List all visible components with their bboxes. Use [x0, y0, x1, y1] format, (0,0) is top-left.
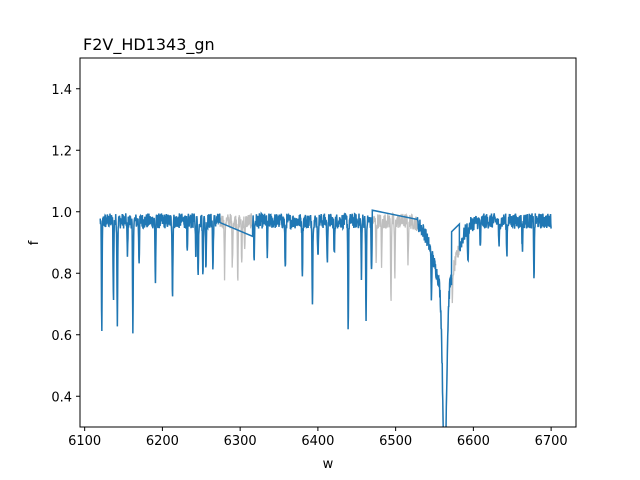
y-tick-label: 0.6	[51, 329, 72, 344]
x-tick-label: 6300	[224, 434, 257, 449]
x-tick-label: 6600	[457, 434, 490, 449]
x-tick-label: 6500	[379, 434, 412, 449]
plot-area	[79, 57, 577, 428]
x-tick-label: 6400	[301, 434, 334, 449]
y-tick-label: 0.8	[51, 267, 72, 282]
blue-spectrum-line	[99, 209, 552, 427]
chart-title: F2V_HD1343_gn	[83, 35, 215, 55]
x-axis-label: w	[323, 457, 334, 472]
x-axis-ticks: 6100 6200 6300 6400 6500 6600 6700	[68, 427, 568, 449]
x-tick-label: 6100	[68, 434, 101, 449]
y-tick-label: 1.2	[51, 144, 72, 159]
y-tick-label: 1.4	[51, 83, 72, 98]
x-tick-label: 6700	[535, 434, 568, 449]
y-tick-label: 1.0	[51, 206, 72, 221]
series-masked-spectrum	[99, 209, 552, 427]
y-axis-label: f	[27, 240, 42, 245]
y-axis-ticks: 0.4 0.6 0.8 1.0 1.2 1.4	[51, 83, 80, 405]
y-tick-label: 0.4	[51, 390, 72, 405]
x-tick-label: 6200	[146, 434, 179, 449]
axes-frame	[79, 57, 577, 428]
